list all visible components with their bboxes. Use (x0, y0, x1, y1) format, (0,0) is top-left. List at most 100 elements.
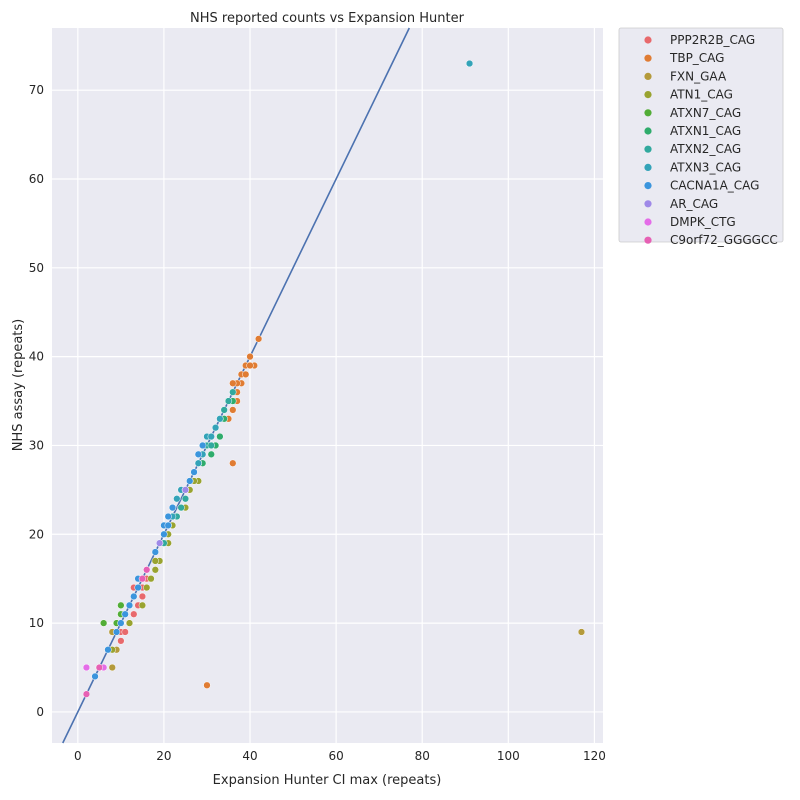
x-tick-label: 80 (415, 749, 430, 763)
legend-label: CACNA1A_CAG (670, 179, 759, 193)
y-axis-title: NHS assay (repeats) (11, 319, 26, 451)
data-point (177, 503, 185, 512)
y-tick-label: 10 (29, 616, 44, 630)
x-tick-label: 40 (242, 749, 257, 763)
data-point (121, 628, 129, 636)
chart-title: NHS reported counts vs Expansion Hunter (190, 11, 465, 26)
data-point (130, 592, 138, 601)
data-point (95, 663, 104, 672)
data-point (194, 450, 203, 458)
y-tick-label: 50 (29, 261, 44, 275)
data-point (216, 432, 224, 441)
legend-marker (644, 163, 652, 171)
data-point (91, 672, 99, 681)
data-point (199, 441, 207, 450)
x-tick-label: 100 (497, 749, 520, 763)
data-point (181, 495, 190, 503)
data-point (138, 575, 147, 583)
legend-marker (644, 200, 652, 208)
data-point (207, 441, 215, 450)
data-point (229, 459, 237, 467)
legend-marker (644, 36, 652, 44)
data-point (121, 610, 129, 618)
x-tick-label: 20 (156, 749, 171, 763)
data-points (82, 59, 586, 698)
data-point (194, 459, 203, 467)
data-point (151, 548, 159, 556)
y-tick-label: 40 (29, 350, 44, 364)
legend-marker (644, 54, 652, 62)
data-point (117, 637, 125, 645)
data-point (125, 619, 134, 627)
legend-marker (644, 182, 652, 190)
data-point (155, 539, 164, 547)
data-point (151, 557, 159, 565)
legend-marker (644, 127, 652, 135)
y-tick-label: 70 (29, 83, 44, 97)
legend-label: ATXN3_CAG (670, 160, 741, 174)
data-point (112, 628, 121, 636)
data-point (108, 663, 116, 672)
plot-background (52, 28, 603, 743)
data-point (125, 601, 134, 609)
data-point (130, 610, 138, 618)
legend-label: ATN1_CAG (670, 88, 733, 102)
data-point (164, 512, 172, 521)
data-point (465, 59, 474, 68)
data-point (117, 619, 125, 627)
legend-marker (644, 236, 652, 244)
data-point (577, 628, 586, 636)
data-point (207, 432, 215, 441)
y-tick-label: 0 (36, 705, 44, 719)
legend-label: FXN_GAA (670, 69, 727, 83)
data-point (242, 370, 250, 379)
legend-label: C9orf72_GGGGCC (670, 233, 778, 247)
legend-label: ATXN7_CAG (670, 106, 741, 120)
data-point (104, 646, 112, 654)
x-tick-label: 0 (74, 749, 82, 763)
data-point (181, 486, 190, 494)
data-point (138, 592, 147, 601)
data-point (246, 361, 254, 370)
data-point (82, 690, 91, 698)
legend-marker (644, 145, 652, 153)
data-point (229, 379, 237, 387)
legend-label: ATXN1_CAG (670, 124, 741, 138)
data-point (151, 566, 159, 574)
y-tick-label: 30 (29, 438, 44, 452)
data-point (229, 388, 237, 396)
data-point (143, 566, 151, 574)
grid-lines (52, 28, 603, 743)
data-point (147, 575, 155, 583)
legend-label: AR_CAG (670, 197, 718, 211)
data-point (164, 521, 172, 530)
data-point (220, 406, 228, 414)
data-point (134, 583, 142, 592)
x-axis-title: Expansion Hunter CI max (repeats) (213, 773, 442, 788)
data-point (246, 352, 254, 361)
data-point (229, 406, 237, 414)
data-point (160, 530, 168, 538)
data-point (168, 503, 177, 512)
y-tick-label: 60 (29, 172, 44, 186)
data-point (190, 468, 198, 476)
data-point (100, 619, 108, 627)
data-point (224, 397, 233, 405)
x-tick-label: 120 (583, 749, 606, 763)
data-point (173, 495, 181, 503)
legend-marker (644, 109, 652, 117)
legend-label: DMPK_CTG (670, 215, 736, 229)
legend-marker (644, 218, 652, 226)
y-tick-label: 20 (29, 527, 44, 541)
legend-marker (644, 91, 652, 99)
x-tick-label: 60 (328, 749, 343, 763)
legend-frame (618, 27, 784, 243)
legend-label: TBP_CAG (669, 51, 724, 65)
legend-label: ATXN2_CAG (670, 142, 741, 156)
data-point (216, 415, 224, 423)
data-point (203, 681, 211, 689)
data-point (117, 601, 125, 609)
legend-label: PPP2R2B_CAG (670, 33, 755, 47)
data-point (207, 450, 215, 458)
